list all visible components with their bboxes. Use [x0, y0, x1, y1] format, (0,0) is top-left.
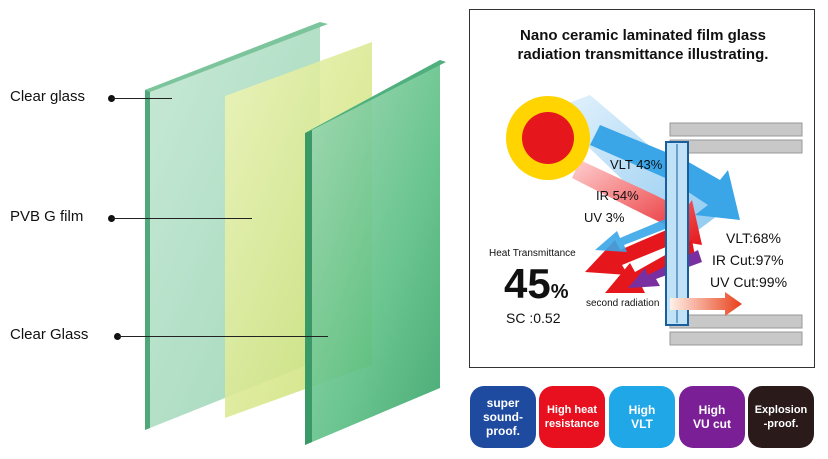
panel-title-line2: radiation transmittance illustrating. [517, 46, 769, 63]
uv-arrow [595, 215, 678, 252]
wall-bottom-1 [669, 314, 803, 329]
heat-value: 45 [504, 260, 551, 307]
wall-bottom-2 [669, 331, 803, 346]
result-uv-cut: UV Cut:99% [710, 274, 788, 290]
wall-top-2 [669, 139, 803, 154]
leader-line-top [112, 98, 172, 99]
panel-title: Nano ceramic laminated film glass radiat… [470, 26, 816, 64]
result-ir-cut: IR Cut:97% [712, 252, 784, 268]
leader-dot-bottom [114, 333, 121, 340]
heat-transmittance-value: 45% [504, 260, 569, 308]
sun-icon [506, 96, 590, 180]
incoming-uv: UV 3% [584, 210, 625, 225]
radiation-panel: Nano ceramic laminated film glass radiat… [469, 9, 815, 368]
incoming-vlt: VLT 43% [610, 157, 663, 172]
panel-title-line1: Nano ceramic laminated film glass [520, 27, 766, 44]
heat-unit: % [550, 281, 569, 303]
badge-soundproof: super sound-proof. [470, 386, 536, 448]
wall-top-1 [669, 122, 803, 137]
second-radiation-label: second radiation [586, 298, 660, 309]
incoming-ir: IR 54% [596, 188, 639, 203]
leader-dot-middle [108, 215, 115, 222]
layer-label-bottom: Clear Glass [10, 326, 89, 343]
front-glass-pane [305, 60, 440, 445]
leader-line-bottom [118, 336, 328, 337]
leader-line-middle [112, 218, 252, 219]
layer-label-top: Clear glass [10, 88, 86, 105]
badge-heat-resistance: High heat resistance [539, 386, 605, 448]
laminated-glass-illustration [145, 22, 446, 445]
badge-high-vlt: High VLT [609, 386, 675, 448]
back-glass-edge [145, 88, 150, 430]
radiation-diagram [506, 95, 803, 346]
result-vlt: VLT:68% [726, 230, 781, 246]
layer-label-middle: PVB G film [10, 208, 84, 225]
ir-reflect-arrow-1 [585, 222, 688, 275]
heat-transmittance-label: Heat Transmittance [489, 248, 576, 259]
second-radiation-arrow [670, 292, 742, 316]
leader-dot-top [108, 95, 115, 102]
shading-coefficient: SC :0.52 [506, 310, 561, 326]
badge-uv-cut: High VU cut [679, 386, 745, 448]
badge-explosion-proof: Explosion -proof. [748, 386, 814, 448]
